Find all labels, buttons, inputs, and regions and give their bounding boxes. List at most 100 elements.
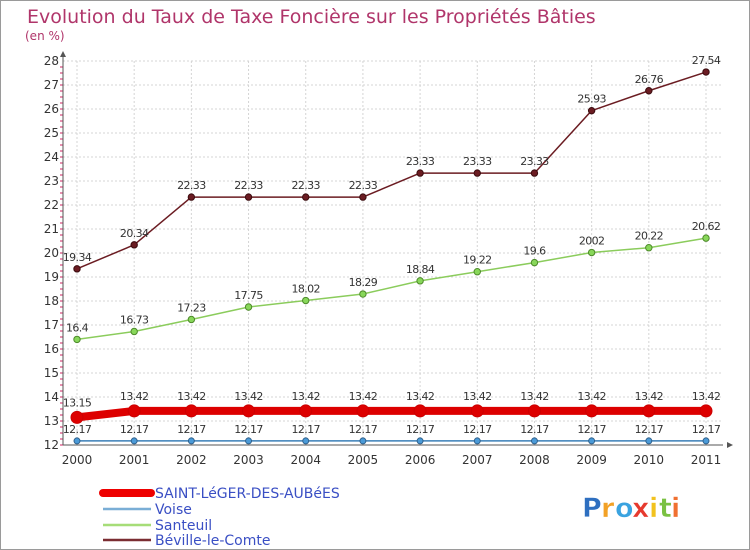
data-label: 22.33 <box>234 179 263 192</box>
data-label: 12.17 <box>520 423 549 436</box>
data-label: 13.42 <box>406 390 435 403</box>
series-line <box>76 237 707 341</box>
data-label: 12.17 <box>635 423 664 436</box>
data-point <box>299 404 313 418</box>
data-point <box>302 193 310 201</box>
legend-label: SAINT-LéGER-DES-AUBéES <box>155 486 340 502</box>
data-label: 25.93 <box>577 93 606 106</box>
y-tick-label: 21 <box>44 222 59 236</box>
y-tick-label: 20 <box>44 246 59 260</box>
data-point <box>184 404 198 418</box>
data-point <box>527 404 541 418</box>
data-label: 12.17 <box>120 423 149 436</box>
y-tick-label: 28 <box>44 54 59 68</box>
data-point <box>73 335 81 344</box>
y-tick-label: 16 <box>44 342 59 356</box>
data-point <box>645 244 653 252</box>
data-label: 13.42 <box>349 390 378 403</box>
data-point <box>302 437 310 445</box>
data-point <box>244 193 253 201</box>
logo-letter: i <box>649 493 658 524</box>
data-label: 16.73 <box>120 313 149 326</box>
data-point <box>302 296 310 305</box>
data-label: 22.33 <box>291 179 320 192</box>
data-label: 12.17 <box>406 423 435 436</box>
data-point <box>585 404 599 418</box>
data-point <box>416 169 424 177</box>
data-point <box>587 248 596 257</box>
y-tick-label: 18 <box>44 294 59 308</box>
data-point <box>642 404 656 418</box>
data-label: 27.54 <box>692 54 721 67</box>
data-point <box>73 437 81 445</box>
data-label: 12.17 <box>349 423 378 436</box>
x-tick-label: 2005 <box>348 453 379 467</box>
data-point <box>702 234 710 242</box>
data-label: 22.33 <box>177 179 206 192</box>
data-point <box>130 241 138 249</box>
data-point <box>245 437 253 445</box>
logo-letter: o <box>615 493 634 524</box>
data-point <box>73 265 81 273</box>
data-label: 12.17 <box>577 423 606 436</box>
data-label: 22.33 <box>349 179 378 192</box>
x-tick-label: 2002 <box>176 453 207 467</box>
data-point <box>242 404 256 418</box>
data-point <box>413 404 427 418</box>
y-tick-label: 19 <box>44 270 59 284</box>
data-point <box>359 290 367 298</box>
data-label: 13.42 <box>463 390 492 403</box>
chart-title: Evolution du Taux de Taxe Foncière sur l… <box>27 6 596 28</box>
data-label: 19.6 <box>523 245 546 258</box>
x-tick-label: 2010 <box>634 453 665 467</box>
data-point <box>127 404 141 418</box>
y-tick-label: 17 <box>44 318 59 332</box>
data-point <box>359 437 367 445</box>
logo-letter: t <box>659 493 672 524</box>
y-tick-label: 25 <box>44 126 59 140</box>
legend-label: Béville-le-Comte <box>155 533 270 549</box>
data-point <box>70 410 84 424</box>
x-axis-arrow <box>727 442 733 448</box>
data-point <box>416 437 424 445</box>
data-point <box>356 404 370 418</box>
data-point <box>359 193 367 201</box>
legend: SAINT-LéGER-DES-AUBéESVoiseSanteuilBévil… <box>99 486 340 549</box>
data-point <box>702 437 710 445</box>
logo-letter: i <box>671 493 680 524</box>
data-point <box>473 437 481 445</box>
data-label: 13.42 <box>520 390 549 403</box>
data-point <box>530 258 539 267</box>
data-label: 13.42 <box>692 390 721 403</box>
data-point <box>702 68 710 76</box>
data-label: 26.76 <box>635 73 664 86</box>
data-label: 20.22 <box>635 230 664 243</box>
data-label: 13.42 <box>234 390 263 403</box>
x-tick-label: 2003 <box>233 453 264 467</box>
x-tick-label: 2001 <box>119 453 150 467</box>
y-unit-label: (en %) <box>25 29 65 43</box>
legend-label: Voise <box>155 502 192 518</box>
data-label: 13.42 <box>635 390 664 403</box>
series-line <box>73 406 710 422</box>
y-tick-label: 27 <box>44 78 59 92</box>
data-label: 13.42 <box>577 390 606 403</box>
data-label: 18.29 <box>349 276 378 289</box>
data-point <box>244 303 253 311</box>
y-tick-label: 22 <box>44 198 59 212</box>
data-label: 23.33 <box>520 155 549 168</box>
y-tick-label: 12 <box>44 438 59 452</box>
data-label: 12.17 <box>234 423 263 436</box>
data-label: 20.34 <box>120 227 149 240</box>
data-label: 12.17 <box>291 423 320 436</box>
series-line <box>76 71 707 270</box>
data-label: 16.4 <box>66 321 89 334</box>
data-label: 13.15 <box>63 396 92 409</box>
y-tick-label: 26 <box>44 102 59 116</box>
data-point <box>187 437 195 445</box>
x-tick-label: 2008 <box>519 453 550 467</box>
data-label: 20.62 <box>692 220 721 233</box>
data-point <box>530 169 539 177</box>
